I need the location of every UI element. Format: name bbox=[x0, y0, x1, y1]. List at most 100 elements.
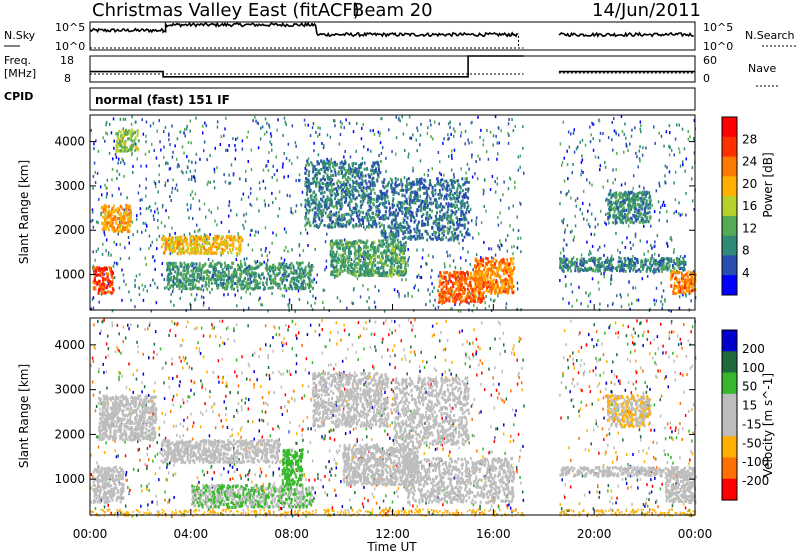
power-echo-cell-5 bbox=[357, 174, 360, 178]
power-echo-cell-4 bbox=[237, 276, 240, 280]
power-noise-cell bbox=[407, 258, 409, 262]
power-echo-cell-5 bbox=[309, 224, 312, 228]
power-noise-cell bbox=[497, 223, 500, 227]
power-echo-cell-7 bbox=[393, 190, 396, 194]
power-noise-cell bbox=[604, 165, 607, 169]
power-noise-cell bbox=[638, 149, 640, 153]
power-echo-cell-6 bbox=[375, 270, 378, 274]
power-echo-cell-6 bbox=[394, 254, 397, 258]
power-noise-cell bbox=[406, 181, 408, 185]
power-noise-cell bbox=[289, 286, 291, 290]
power-noise-cell bbox=[276, 178, 278, 182]
power-echo-cell-7 bbox=[451, 218, 454, 222]
power-echo-cell-6 bbox=[372, 260, 375, 264]
power-noise-cell bbox=[685, 213, 687, 217]
power-noise-cell bbox=[154, 210, 156, 214]
power-noise-cell bbox=[393, 263, 395, 267]
power-noise-cell bbox=[611, 121, 613, 124]
power-noise-cell bbox=[339, 120, 342, 124]
power-echo-cell-7 bbox=[416, 193, 419, 197]
power-echo-cell-5 bbox=[348, 166, 351, 170]
power-noise-cell bbox=[677, 212, 680, 215]
power-echo-cell-1 bbox=[110, 213, 113, 217]
power-echo-cell-7 bbox=[456, 237, 459, 241]
power-noise-cell bbox=[326, 133, 329, 137]
power-noise-cell bbox=[153, 217, 155, 221]
power-echo-cell-6 bbox=[391, 246, 394, 250]
power-noise-cell bbox=[247, 195, 250, 199]
power-noise-cell bbox=[205, 215, 207, 219]
power-echo-cell-6 bbox=[350, 244, 353, 248]
power-echo-cell-6 bbox=[343, 249, 346, 253]
power-echo-cell-7 bbox=[387, 216, 390, 220]
power-echo-cell-4 bbox=[184, 273, 187, 276]
power-noise-cell bbox=[219, 143, 222, 146]
power-echo-cell-3 bbox=[237, 240, 240, 244]
power-echo-cell-7 bbox=[417, 229, 420, 233]
power-echo-cell-3 bbox=[181, 250, 184, 254]
power-noise-cell bbox=[194, 230, 196, 234]
power-echo-cell-5 bbox=[364, 193, 367, 197]
power-echo-cell-4 bbox=[184, 287, 187, 290]
power-echo-cell-4 bbox=[305, 273, 308, 277]
power-noise-cell bbox=[511, 118, 513, 121]
power-noise-cell bbox=[491, 174, 494, 178]
power-noise-cell bbox=[360, 137, 363, 141]
power-noise-cell bbox=[246, 135, 248, 139]
power-noise-cell bbox=[247, 243, 250, 247]
power-echo-cell-7 bbox=[382, 184, 385, 188]
power-noise-cell bbox=[513, 245, 515, 248]
power-echo-cell-5 bbox=[373, 169, 376, 173]
power-noise-cell bbox=[438, 233, 441, 237]
power-echo-cell-3 bbox=[182, 240, 185, 244]
power-noise-cell bbox=[179, 130, 181, 134]
power-noise-cell bbox=[307, 157, 310, 161]
power-echo-cell-3 bbox=[230, 251, 233, 255]
power-echo-cell-3 bbox=[215, 251, 218, 255]
power-noise-cell bbox=[271, 292, 273, 296]
power-echo-cell-5 bbox=[378, 168, 380, 171]
power-noise-cell bbox=[516, 281, 519, 285]
power-noise-cell bbox=[607, 136, 610, 140]
power-echo-cell-5 bbox=[332, 220, 334, 224]
power-echo-cell-5 bbox=[310, 202, 313, 206]
power-echo-cell-6 bbox=[380, 258, 382, 262]
power-noise-cell bbox=[118, 286, 121, 290]
power-echo-cell-6 bbox=[365, 244, 367, 247]
power-echo-cell-4 bbox=[200, 276, 203, 280]
power-noise-cell bbox=[276, 128, 278, 132]
power-echo-cell-7 bbox=[383, 202, 386, 206]
power-noise-cell bbox=[92, 210, 94, 214]
power-noise-cell bbox=[429, 292, 431, 296]
power-echo-cell-2 bbox=[130, 134, 133, 138]
power-echo-cell-4 bbox=[311, 287, 314, 291]
power-echo-cell-4 bbox=[308, 272, 311, 275]
power-echo-cell-5 bbox=[376, 172, 379, 176]
power-noise-cell bbox=[407, 155, 409, 159]
power-noise-cell bbox=[451, 168, 453, 172]
power-echo-cell-4 bbox=[277, 267, 280, 271]
power-noise-cell bbox=[287, 303, 289, 307]
power-echo-cell-6 bbox=[385, 273, 388, 277]
power-noise-cell bbox=[683, 147, 686, 151]
power-noise-cell bbox=[333, 119, 335, 123]
power-noise-cell bbox=[154, 201, 157, 205]
power-noise-cell bbox=[656, 234, 659, 238]
power-noise-cell bbox=[118, 157, 120, 161]
power-noise-cell bbox=[258, 181, 261, 185]
power-noise-cell bbox=[254, 115, 256, 119]
power-echo-cell-4 bbox=[299, 268, 302, 272]
power-echo-cell-6 bbox=[342, 249, 345, 253]
power-echo-cell-4 bbox=[301, 275, 304, 279]
power-echo-cell-1 bbox=[116, 209, 119, 213]
power-echo-cell-7 bbox=[402, 220, 405, 224]
power-echo-cell-4 bbox=[187, 279, 189, 282]
power-noise-cell bbox=[419, 275, 421, 279]
power-noise-cell bbox=[173, 303, 175, 307]
power-echo-cell-4 bbox=[223, 261, 226, 265]
power-noise-cell bbox=[378, 154, 380, 157]
power-noise-cell bbox=[443, 173, 445, 177]
power-echo-cell-6 bbox=[385, 255, 387, 259]
power-echo-cell-5 bbox=[317, 171, 320, 175]
power-echo-cell-6 bbox=[385, 252, 388, 256]
